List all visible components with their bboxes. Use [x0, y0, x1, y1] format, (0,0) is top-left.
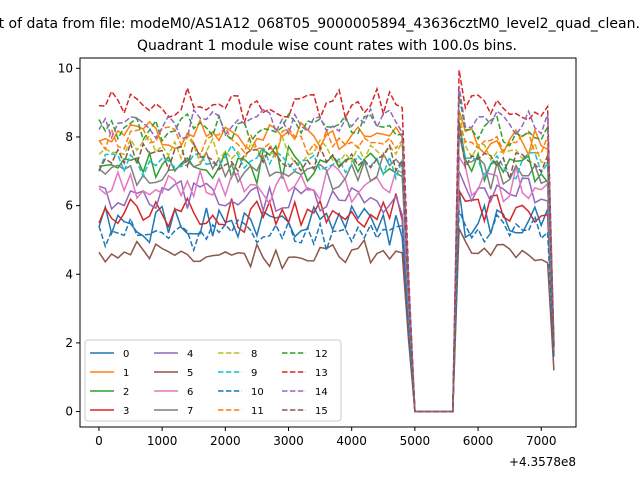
series-line-5	[98, 228, 555, 413]
legend-label-6: 6	[187, 387, 193, 398]
y-tick-label: 4	[65, 267, 73, 281]
legend-label-8: 8	[251, 349, 257, 360]
y-tick-label: 10	[58, 61, 73, 75]
legend-label-7: 7	[187, 406, 193, 417]
legend-label-10: 10	[251, 387, 264, 398]
series-line-13	[98, 69, 555, 413]
figure-suptitle: Plot of data from file: modeM0/AS1A12_06…	[0, 16, 640, 32]
legend-label-12: 12	[315, 349, 328, 360]
x-tick-label: 7000	[526, 434, 557, 448]
series-line-14	[98, 85, 555, 413]
x-tick-label: 2000	[210, 434, 241, 448]
legend-label-13: 13	[315, 368, 328, 379]
series-line-10	[98, 210, 555, 413]
legend-label-4: 4	[187, 349, 193, 360]
series-line-12	[98, 95, 555, 413]
x-tick-label: 6000	[463, 434, 494, 448]
x-tick-label: 4000	[336, 434, 367, 448]
legend-label-15: 15	[315, 406, 328, 417]
x-axis: 0 1000 2000 3000 4000 5000 6000 7000	[95, 427, 557, 448]
series-line-3	[98, 187, 555, 413]
series-line-6	[98, 154, 555, 413]
plot-lines	[98, 69, 555, 413]
legend-label-3: 3	[123, 406, 129, 417]
series-line-9	[98, 122, 555, 413]
legend-box	[84, 339, 342, 422]
axes-frame	[79, 57, 577, 428]
y-tick-label: 0	[65, 405, 73, 419]
legend-label-0: 0	[123, 349, 129, 360]
legend-label-5: 5	[187, 368, 193, 379]
legend-label-14: 14	[315, 387, 328, 398]
chart-title: Quadrant 1 module wise count rates with …	[137, 38, 517, 54]
series-line-1	[98, 110, 555, 413]
legend-label-1: 1	[123, 368, 129, 379]
series-line-15	[98, 122, 555, 413]
x-axis-offset-label: +4.3578e8	[509, 455, 576, 469]
y-tick-label: 8	[65, 130, 73, 144]
x-tick-label: 0	[95, 434, 103, 448]
series-line-8	[98, 113, 555, 413]
legend-label-9: 9	[251, 368, 257, 379]
x-tick-label: 5000	[400, 434, 431, 448]
series-line-0	[98, 189, 555, 413]
series-line-7	[98, 133, 555, 413]
y-axis: 0 2 4 6 8 10	[58, 61, 80, 419]
y-tick-label: 2	[65, 336, 73, 350]
legend-label-2: 2	[123, 387, 129, 398]
y-tick-label: 6	[65, 199, 73, 213]
series-line-11	[98, 123, 555, 413]
legend-label-11: 11	[251, 406, 264, 417]
x-tick-label: 3000	[273, 434, 304, 448]
x-tick-label: 1000	[147, 434, 178, 448]
